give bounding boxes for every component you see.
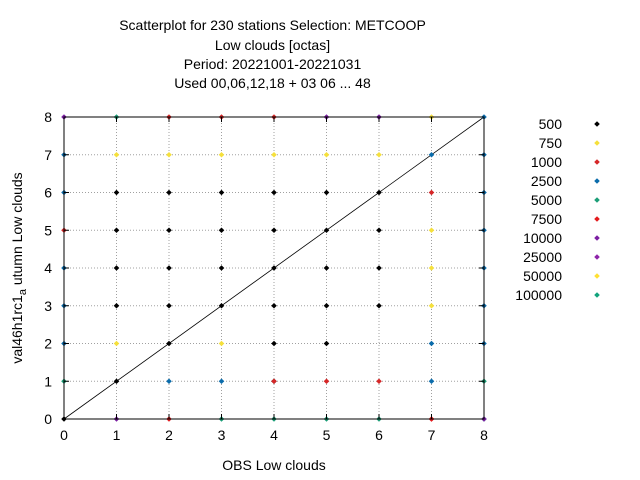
x-tick-label: 7: [428, 427, 436, 443]
data-point: [271, 341, 277, 347]
data-point: [376, 303, 382, 309]
legend: 500 750 1000 2500 5000 7500 10000 25000 50000 100…: [515, 116, 600, 303]
legend-label: 2500: [531, 173, 562, 189]
data-point: [166, 152, 172, 158]
y-tick-label: 7: [44, 147, 52, 163]
data-point: [271, 227, 277, 233]
x-tick-label: 0: [60, 427, 68, 443]
data-point: [114, 303, 120, 309]
legend-marker: [594, 178, 600, 184]
legend-marker: [594, 121, 600, 127]
y-tick-label: 6: [44, 185, 52, 201]
data-point: [429, 190, 435, 196]
legend-label: 100000: [515, 287, 562, 303]
y-tick-label: 4: [44, 260, 52, 276]
data-point: [376, 265, 382, 271]
data-point: [429, 265, 435, 271]
data-point: [429, 341, 435, 347]
x-tick-label: 6: [375, 427, 383, 443]
legend-label: 750: [539, 135, 563, 151]
legend-label: 50000: [523, 268, 562, 284]
legend-label: 7500: [531, 211, 562, 227]
data-point: [271, 303, 277, 309]
data-point: [271, 190, 277, 196]
x-tick-label: 1: [113, 427, 121, 443]
data-point: [219, 190, 225, 196]
y-axis-label: val46h1rc1a utumn Low clouds: [9, 172, 29, 363]
legend-marker: [594, 273, 600, 279]
data-point: [166, 265, 172, 271]
data-point: [429, 303, 435, 309]
legend-marker: [594, 292, 600, 298]
legend-label: 500: [539, 116, 563, 132]
x-tick-label: 5: [323, 427, 331, 443]
data-point: [219, 303, 225, 309]
data-point: [219, 265, 225, 271]
data-point: [429, 227, 435, 233]
legend-marker: [594, 216, 600, 222]
data-point: [376, 152, 382, 158]
legend-label: 1000: [531, 154, 562, 170]
data-point: [324, 152, 330, 158]
data-point: [376, 378, 382, 384]
y-tick-label: 0: [44, 411, 52, 427]
data-point: [114, 152, 120, 158]
data-point: [271, 265, 277, 271]
data-point: [271, 378, 277, 384]
data-point: [114, 341, 120, 347]
y-tick-label: 8: [44, 109, 52, 125]
data-point: [376, 190, 382, 196]
data-point: [114, 190, 120, 196]
y-tick-label: 2: [44, 336, 52, 352]
legend-label: 5000: [531, 192, 562, 208]
x-tick-label: 8: [480, 427, 488, 443]
data-point: [324, 341, 330, 347]
data-point: [166, 303, 172, 309]
legend-marker: [594, 159, 600, 165]
data-point: [219, 152, 225, 158]
data-point: [219, 341, 225, 347]
legend-label: 10000: [523, 230, 562, 246]
data-point: [324, 303, 330, 309]
data-point: [324, 378, 330, 384]
data-point: [324, 190, 330, 196]
legend-marker: [594, 254, 600, 260]
legend-marker: [594, 140, 600, 146]
legend-label: 25000: [523, 249, 562, 265]
data-point: [324, 265, 330, 271]
x-axis-label: OBS Low clouds: [222, 457, 326, 473]
data-point: [219, 378, 225, 384]
x-tick-label: 3: [218, 427, 226, 443]
data-point: [271, 152, 277, 158]
y-tick-label: 5: [44, 222, 52, 238]
data-point: [166, 227, 172, 233]
data-point: [376, 227, 382, 233]
y-tick-label: 1: [44, 373, 52, 389]
data-point: [429, 152, 435, 158]
data-point: [114, 265, 120, 271]
data-point: [114, 227, 120, 233]
data-point: [219, 227, 225, 233]
data-point: [114, 378, 120, 384]
legend-marker: [594, 197, 600, 203]
legend-marker: [594, 235, 600, 241]
data-point: [166, 378, 172, 384]
data-point: [429, 378, 435, 384]
x-tick-label: 2: [165, 427, 173, 443]
data-point: [324, 227, 330, 233]
data-point: [166, 190, 172, 196]
y-tick-label: 3: [44, 298, 52, 314]
data-point: [166, 341, 172, 347]
x-tick-label: 4: [270, 427, 278, 443]
